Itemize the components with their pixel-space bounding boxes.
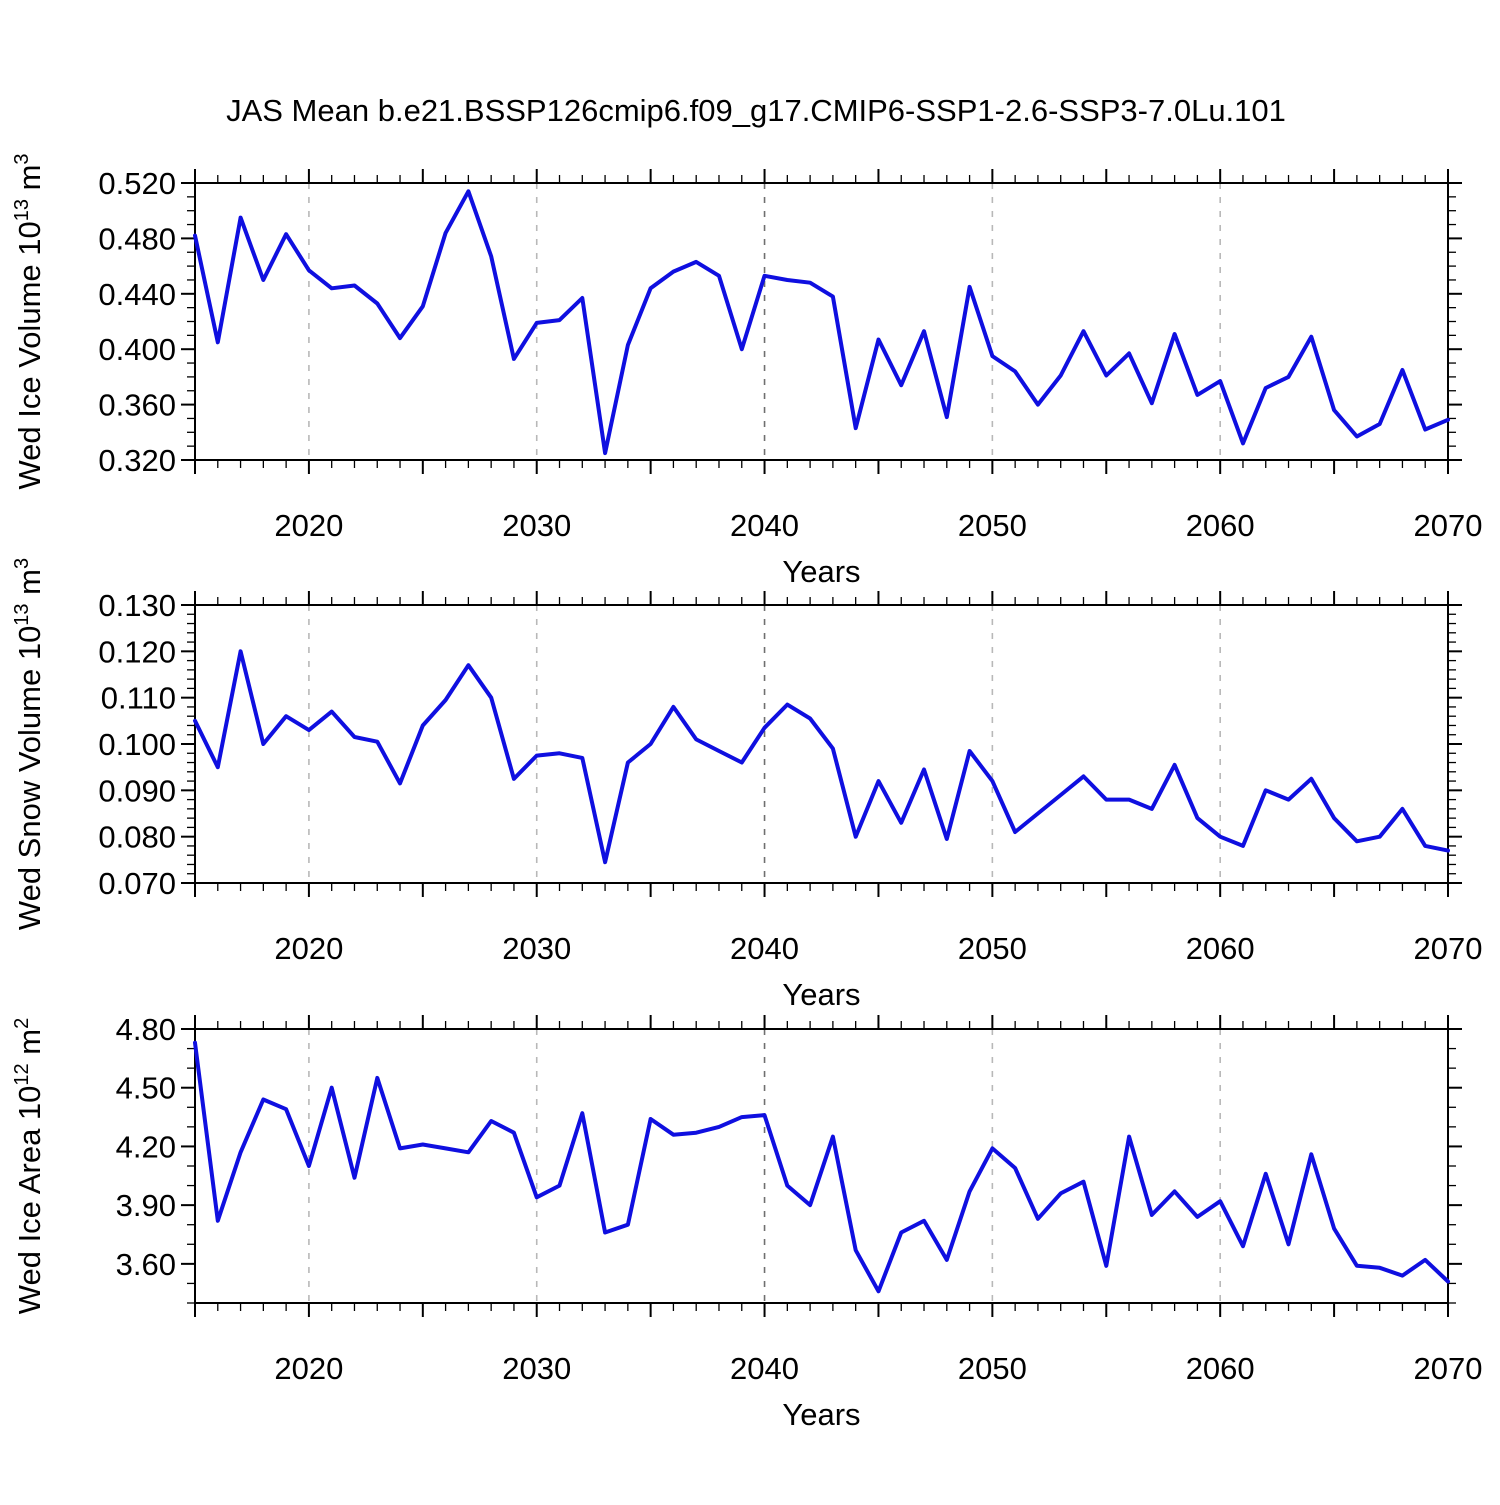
data-series-line bbox=[193, 1040, 1450, 1294]
y-tick-label: 4.20 bbox=[116, 1129, 176, 1164]
y-axis-title: Wed Ice Area 1012 m2 bbox=[11, 1018, 47, 1314]
y-axis-title: Wed Snow Volume 1013 m3 bbox=[11, 558, 47, 930]
x-tick-label: 2060 bbox=[1186, 508, 1255, 543]
x-tick-label: 2040 bbox=[730, 931, 799, 966]
y-tick-label: 0.520 bbox=[98, 166, 176, 201]
y-tick-label: 0.080 bbox=[98, 820, 176, 855]
x-tick-label: 2070 bbox=[1414, 508, 1483, 543]
plot-frame bbox=[194, 182, 1449, 461]
y-tick-label: 0.440 bbox=[98, 277, 176, 312]
x-tick-label: 2050 bbox=[958, 931, 1027, 966]
x-tick-label: 2030 bbox=[502, 931, 571, 966]
x-tick-label: 2020 bbox=[274, 931, 343, 966]
y-tick-label: 0.480 bbox=[98, 221, 176, 256]
x-tick-label: 2030 bbox=[502, 1351, 571, 1386]
y-tick-label: 0.400 bbox=[98, 332, 176, 367]
y-tick-label: 0.100 bbox=[98, 727, 176, 762]
y-tick-label: 4.80 bbox=[116, 1012, 176, 1047]
x-tick-label: 2040 bbox=[730, 508, 799, 543]
data-series-line bbox=[193, 189, 1450, 456]
data-series-line bbox=[193, 649, 1450, 865]
x-axis-title: Years bbox=[782, 554, 860, 589]
y-tick-label: 0.320 bbox=[98, 443, 176, 478]
x-tick-label: 2070 bbox=[1414, 931, 1483, 966]
panel-wed-ice-volume: 0.320 0.360 0.400 0.440 0.480 0.520 2020 2030 20… bbox=[11, 153, 1482, 589]
plot-frame bbox=[194, 1028, 1449, 1304]
y-tick-label: 4.50 bbox=[116, 1071, 176, 1106]
y-tick-label: 3.60 bbox=[116, 1247, 176, 1282]
x-axis-title: Years bbox=[782, 1397, 860, 1432]
panel-wed-ice-area: 3.60 3.90 4.20 4.50 4.80 2020 2030 2040 2050 2060… bbox=[11, 1012, 1482, 1432]
y-tick-label: 0.110 bbox=[101, 681, 176, 716]
y-tick-label: 0.090 bbox=[98, 773, 176, 808]
x-tick-label: 2070 bbox=[1414, 1351, 1483, 1386]
x-tick-label: 2050 bbox=[958, 508, 1027, 543]
x-tick-label: 2060 bbox=[1186, 931, 1255, 966]
y-tick-label: 0.120 bbox=[98, 634, 176, 669]
y-tick-label: 0.360 bbox=[98, 388, 176, 423]
x-tick-label: 2020 bbox=[274, 508, 343, 543]
y-tick-label: 0.070 bbox=[98, 866, 176, 901]
x-tick-label: 2060 bbox=[1186, 1351, 1255, 1386]
x-tick-label: 2050 bbox=[958, 1351, 1027, 1386]
x-tick-label: 2040 bbox=[730, 1351, 799, 1386]
figure-title: JAS Mean b.e21.BSSP126cmip6.f09_g17.CMIP… bbox=[226, 93, 1286, 128]
plot-frame bbox=[194, 604, 1449, 884]
panel-wed-snow-volume: 0.070 0.080 0.090 0.100 0.110 0.120 0.130 2020 2… bbox=[11, 558, 1482, 1012]
y-tick-label: 0.130 bbox=[98, 588, 176, 623]
y-axis-title: Wed Ice Volume 1013 m3 bbox=[11, 153, 47, 489]
y-tick-label: 3.90 bbox=[116, 1188, 176, 1223]
x-axis-title: Years bbox=[782, 977, 860, 1012]
x-tick-label: 2020 bbox=[274, 1351, 343, 1386]
x-tick-label: 2030 bbox=[502, 508, 571, 543]
